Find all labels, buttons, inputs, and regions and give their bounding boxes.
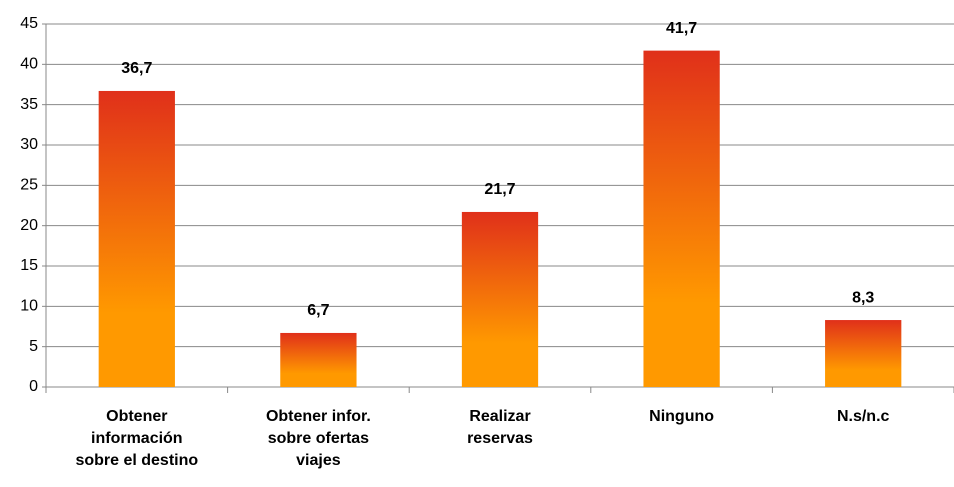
y-tick-label: 20 — [20, 217, 38, 234]
y-tick-label: 0 — [29, 378, 38, 395]
x-tick-label-line: reservas — [467, 430, 533, 447]
x-tick-label: Ninguno — [649, 408, 714, 425]
x-tick-label-line: viajes — [296, 452, 341, 469]
y-tick-label: 10 — [20, 298, 38, 315]
x-tick-label-line: sobre el destino — [75, 452, 198, 469]
x-tick-label-line: N.s/n.c — [837, 408, 890, 425]
y-tick-label: 30 — [20, 136, 38, 153]
bar — [280, 332, 357, 387]
bar — [643, 50, 720, 388]
y-tick-label: 35 — [20, 96, 38, 113]
y-tick-label: 5 — [29, 338, 38, 355]
x-tick-label: Realizar reservas — [467, 408, 533, 447]
y-tick-label: 45 — [20, 15, 38, 32]
y-tick-label: 40 — [20, 56, 38, 73]
x-tick-label-line: Ninguno — [649, 408, 714, 425]
bar — [825, 320, 902, 387]
x-tick-label-line: Obtener infor. — [266, 408, 371, 425]
x-tick-label-line: información — [91, 430, 183, 447]
x-tick-label-line: Realizar — [469, 408, 530, 425]
x-tick-label-line: sobre ofertas — [268, 430, 369, 447]
data-label: 21,7 — [484, 181, 515, 198]
data-label: 36,7 — [121, 60, 152, 77]
x-tick-label-line: Obtener — [106, 408, 167, 425]
bar — [461, 211, 539, 387]
y-tick-label: 25 — [20, 177, 38, 194]
data-label: 8,3 — [852, 289, 874, 306]
data-label: 6,7 — [307, 302, 329, 319]
y-tick-label: 15 — [20, 257, 38, 274]
bar — [98, 90, 175, 387]
data-label: 41,7 — [666, 20, 697, 37]
x-tick-label: Obtener información sobre el destino — [75, 408, 198, 469]
x-tick-label: Obtener infor. sobre ofertas viajes — [266, 408, 371, 469]
x-tick-label: N.s/n.c — [837, 408, 890, 425]
